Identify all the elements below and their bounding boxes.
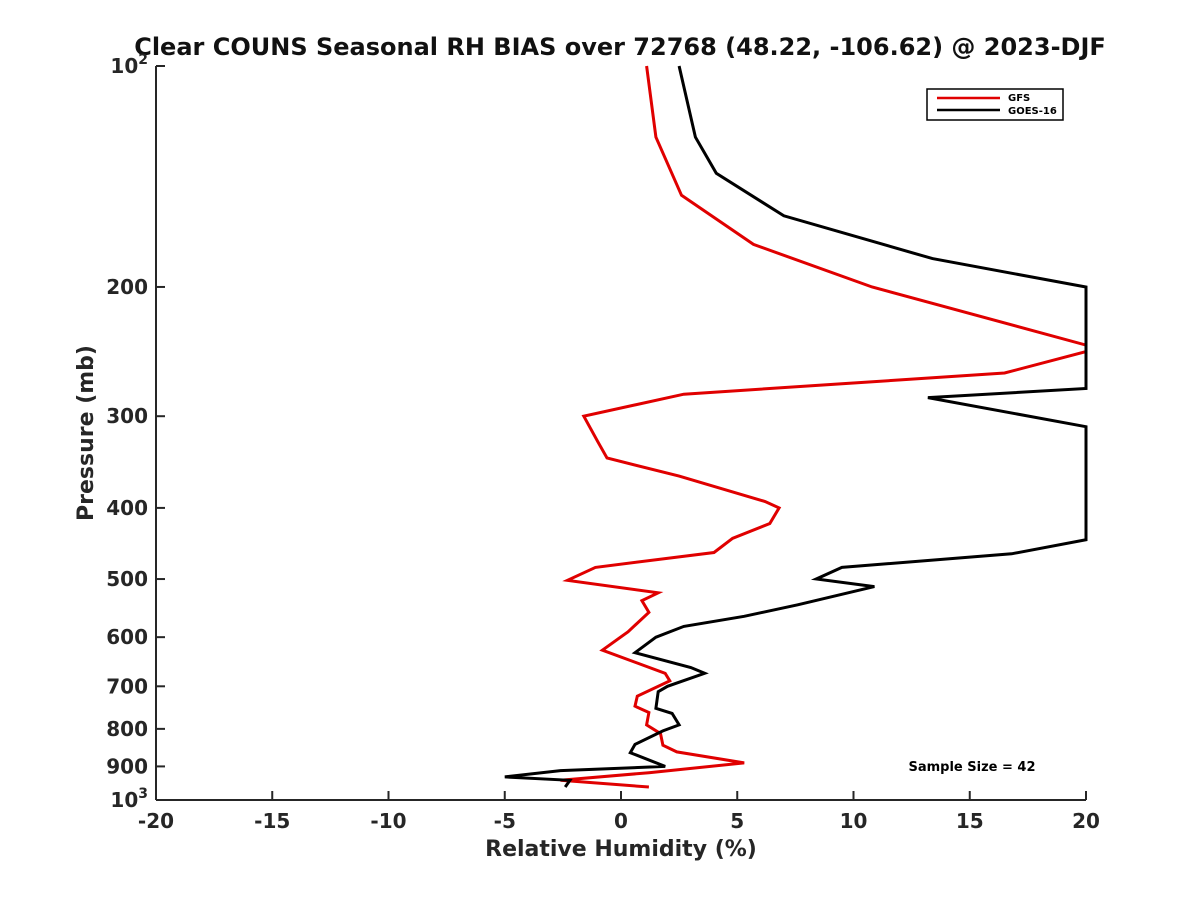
- y-tick-label: 103: [110, 786, 148, 812]
- series-lines: [504, 65, 1088, 789]
- x-tick-label: -10: [370, 809, 406, 833]
- series-line-goes16: [504, 65, 1088, 788]
- y-tick-label: 600: [106, 625, 148, 649]
- y-tick-label: 700: [106, 674, 148, 698]
- x-tick-label: 10: [840, 809, 868, 833]
- x-tick-label: 15: [956, 809, 984, 833]
- x-tick-label: 20: [1072, 809, 1100, 833]
- chart-title: Clear COUNS Seasonal RH BIAS over 72768 …: [134, 33, 1106, 61]
- y-tick-label: 400: [106, 496, 148, 520]
- y-ticks: 102 200 300 400 500 600 700 800 900 103: [106, 52, 165, 812]
- y-tick-label: 900: [106, 754, 148, 778]
- x-tick-label: -20: [138, 809, 174, 833]
- x-tick-label: -5: [494, 809, 516, 833]
- sample-size-annotation: Sample Size = 42: [908, 760, 1035, 775]
- legend-label-goes16: GOES-16: [1008, 106, 1057, 117]
- legend-label-gfs: GFS: [1008, 93, 1030, 104]
- y-tick-label: 500: [106, 567, 148, 591]
- y-tick-label: 102: [110, 52, 148, 78]
- y-tick-label: 200: [106, 275, 148, 299]
- y-tick-label: 800: [106, 717, 148, 741]
- y-tick-label: 300: [106, 404, 148, 428]
- y-axis-label: Pressure (mb): [74, 345, 99, 521]
- x-axis-label: Relative Humidity (%): [485, 837, 757, 862]
- x-tick-label: -15: [254, 809, 290, 833]
- x-tick-label: 0: [614, 809, 628, 833]
- legend: GFS GOES-16: [926, 88, 1064, 121]
- legend-box: [926, 88, 1064, 121]
- x-ticks: -20 -15 -10 -5 0 5 10 15 20: [138, 791, 1100, 833]
- x-tick-label: 5: [730, 809, 744, 833]
